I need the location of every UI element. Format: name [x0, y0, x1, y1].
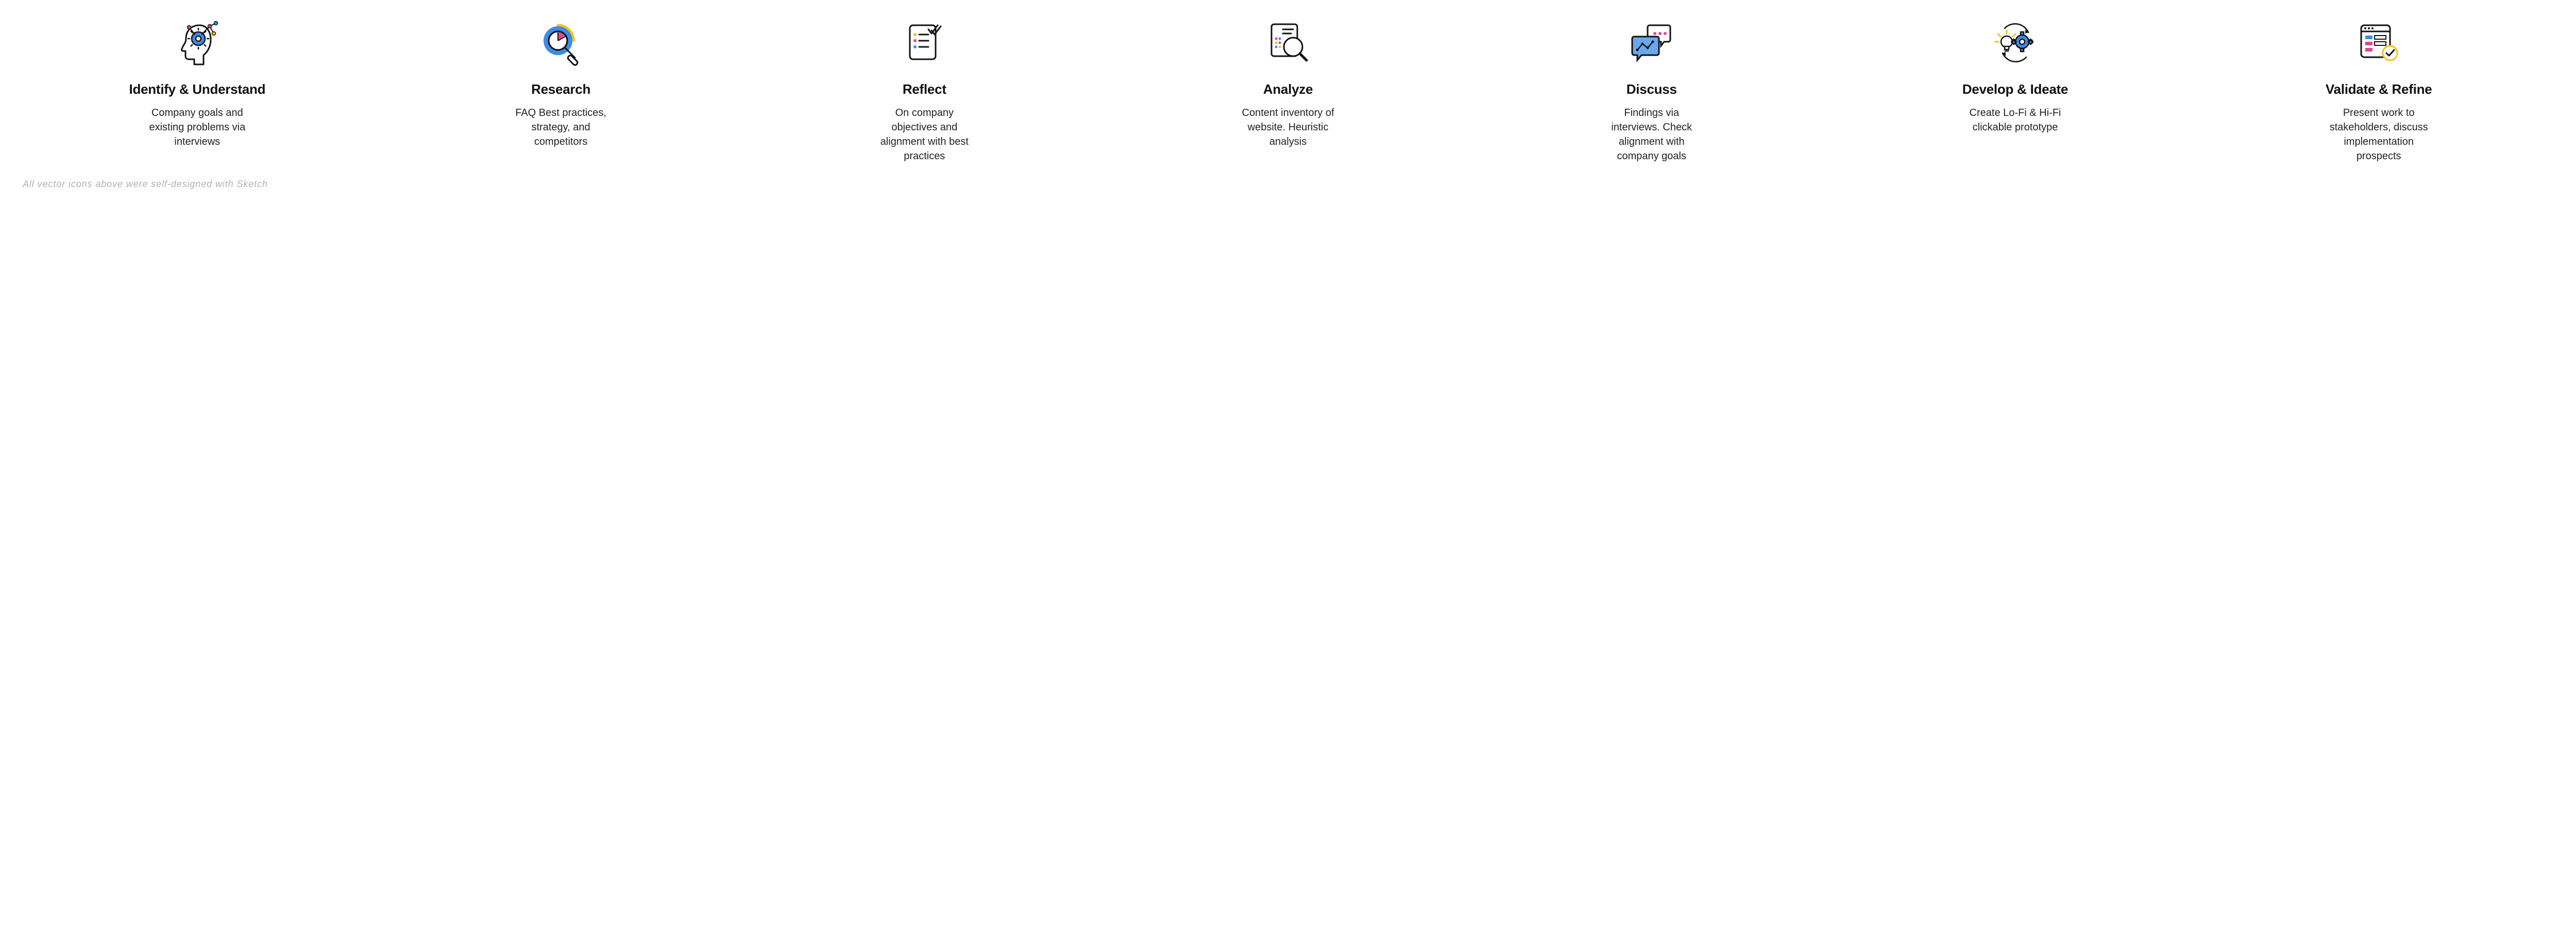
step-desc: Present work to stakeholders, discuss im… [2327, 106, 2430, 163]
browser-check-icon [2353, 15, 2404, 72]
step-identify: Identify & Understand Company goals and … [21, 15, 374, 149]
step-desc: Content inventory of website. Heuristic … [1236, 106, 1340, 149]
step-reflect: Reflect On company objectives and alignm… [748, 15, 1101, 163]
step-title: Analyze [1263, 81, 1313, 97]
step-develop: Develop & Ideate Create Lo-Fi & Hi-Fi cl… [1839, 15, 2192, 134]
footnote: All vector icons above were self-designe… [21, 179, 2555, 190]
checklist-icon [899, 15, 950, 72]
step-validate: Validate & Refine Present work to stakeh… [2202, 15, 2555, 163]
step-desc: FAQ Best practices, strategy, and compet… [510, 106, 613, 149]
step-discuss: Discuss Findings via interviews. Check a… [1475, 15, 1828, 163]
step-research: Research FAQ Best practices, strategy, a… [384, 15, 738, 149]
step-title: Reflect [903, 81, 946, 97]
step-title: Develop & Ideate [1962, 81, 2068, 97]
step-desc: Company goals and existing problems via … [146, 106, 249, 149]
step-title: Research [531, 81, 590, 97]
step-desc: On company objectives and alignment with… [873, 106, 976, 163]
step-title: Validate & Refine [2326, 81, 2432, 97]
head-gear-icon [172, 15, 223, 72]
step-analyze: Analyze Content inventory of website. He… [1111, 15, 1465, 149]
step-desc: Findings via interviews. Check alignment… [1600, 106, 1703, 163]
step-title: Discuss [1626, 81, 1677, 97]
process-row: Identify & Understand Company goals and … [21, 15, 2555, 163]
step-desc: Create Lo-Fi & Hi-Fi clickable prototype [1963, 106, 2066, 134]
magnifier-chart-icon [535, 15, 587, 72]
document-magnifier-icon [1262, 15, 1314, 72]
bulb-gear-icon [1989, 15, 2041, 72]
chat-chart-icon [1626, 15, 1677, 72]
step-title: Identify & Understand [129, 81, 266, 97]
